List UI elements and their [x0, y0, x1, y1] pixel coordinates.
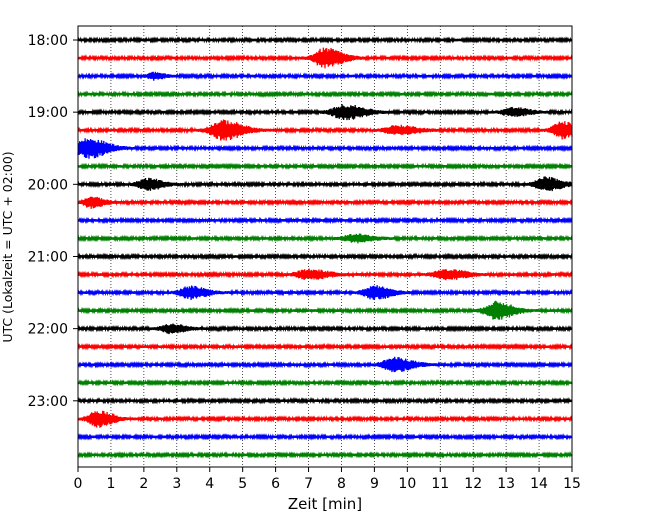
x-tick-label: 12 — [464, 476, 482, 492]
y-axis-label: UTC (Lokalzeit = UTC + 02:00) — [0, 151, 15, 342]
trace-line — [77, 378, 573, 387]
x-tick-label: 5 — [238, 476, 247, 492]
x-tick-label: 6 — [271, 476, 280, 492]
plot-frame — [77, 25, 573, 468]
trace-line — [77, 233, 573, 244]
x-tick-label: 15 — [563, 476, 581, 492]
x-axis-label: Zeit [min] — [288, 495, 362, 513]
trace-line — [77, 451, 573, 459]
y-axis: 18:00 19:00 20:00 21:00 22:00 23:00 — [28, 33, 78, 410]
trace-line — [77, 36, 573, 44]
trace-line — [77, 216, 573, 225]
trace-line — [77, 268, 573, 281]
trace-line — [77, 47, 573, 69]
x-axis: 0 1 2 3 4 5 6 7 8 9 10 11 12 13 14 15 — [74, 467, 581, 492]
trace-line — [77, 300, 573, 320]
x-tick-label: 14 — [530, 476, 548, 492]
trace-line — [77, 252, 573, 261]
y-tick-label: 20:00 — [28, 177, 68, 193]
trace-line — [77, 285, 573, 300]
x-tick-label: 8 — [337, 476, 346, 492]
x-tick-label: 9 — [370, 476, 379, 492]
trace-line — [77, 138, 573, 159]
trace-line — [77, 196, 573, 209]
trace-line — [77, 356, 573, 373]
x-tick-label: 3 — [172, 476, 181, 492]
x-tick-label: 2 — [139, 476, 148, 492]
y-tick-label: 18:00 — [28, 33, 68, 49]
trace-line — [77, 104, 573, 121]
x-tick-label: 1 — [106, 476, 115, 492]
x-tick-label: 13 — [497, 476, 515, 492]
y-tick-label: 21:00 — [28, 249, 68, 265]
trace-line — [77, 410, 573, 428]
y-tick-label: 23:00 — [28, 394, 68, 410]
trace-line — [77, 162, 573, 171]
x-tick-label: 0 — [74, 476, 83, 492]
y-tick-label: 19:00 — [28, 105, 68, 121]
x-tick-label: 4 — [205, 476, 214, 492]
trace-line — [77, 323, 573, 335]
trace-line — [77, 176, 573, 192]
trace-line — [77, 396, 573, 405]
seismogram-traces — [77, 36, 573, 459]
trace-line — [77, 90, 573, 98]
plot-area — [78, 26, 572, 467]
trace-line — [77, 119, 573, 141]
trace-line — [77, 433, 573, 441]
trace-line — [77, 342, 573, 351]
x-tick-label: 11 — [431, 476, 449, 492]
x-tick-label: 7 — [304, 476, 313, 492]
trace-line — [77, 71, 573, 81]
x-tick-label: 10 — [398, 476, 416, 492]
y-tick-label: 22:00 — [28, 322, 68, 338]
